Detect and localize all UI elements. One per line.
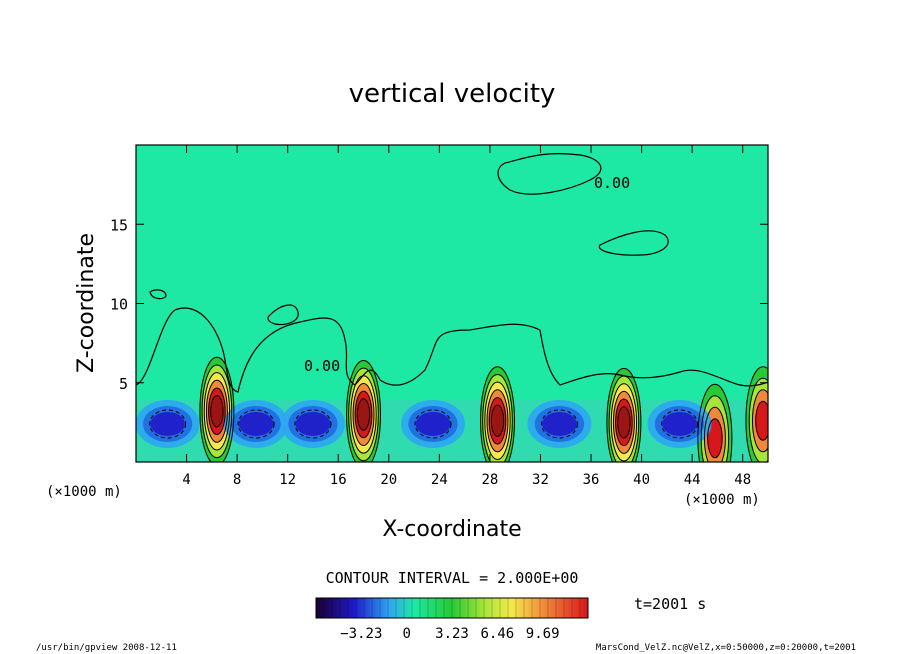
contour-lines: [136, 153, 768, 462]
y-tick-label: 5: [119, 375, 128, 393]
updraft-contour: [703, 406, 726, 462]
updraft-contour: [210, 395, 224, 428]
zero-contour-upper: [497, 153, 602, 195]
updraft-cell: [357, 398, 370, 431]
x-tick-label: 32: [532, 472, 549, 488]
colorbar-tick-label: 0: [402, 626, 410, 642]
y-tick-label: 10: [110, 296, 128, 314]
updraft-contour: [707, 418, 723, 459]
updraft-contour: [208, 387, 226, 436]
downdraft-cell: [662, 411, 697, 436]
x-axis-ticks: 4 8 12 16 20 24 28 32 36 40 44 48: [182, 145, 751, 488]
updraft-contour: [486, 389, 509, 453]
updraft-contour: [617, 406, 631, 439]
time-label: t=2001 s: [634, 595, 706, 613]
updraft-contour: [745, 366, 768, 462]
x-axis-label: X-coordinate: [382, 517, 521, 542]
updraft-contour: [356, 398, 371, 431]
updraft-contour: [354, 390, 373, 439]
footer-right: MarsCond_VelZ.nc@VelZ,x=0:50000,z=0:2000…: [596, 643, 856, 653]
colorbar-tick-label: −3.23: [340, 626, 382, 642]
downdraft-cell: [295, 411, 331, 436]
updraft-contour: [346, 359, 382, 462]
y-axis-ticks: 5 10 15: [110, 216, 768, 393]
x-tick-label: 44: [684, 472, 701, 488]
downdraft-cell: [415, 411, 451, 436]
updraft-contour: [205, 379, 228, 443]
updraft-cell: [491, 405, 504, 437]
updraft-contour: [755, 400, 768, 441]
updraft-contour: [606, 367, 642, 462]
updraft-cell: [755, 401, 768, 441]
zero-contour-patch: [267, 304, 299, 326]
x-tick-label: 40: [633, 472, 650, 488]
contour-label-lower: 0.00: [304, 357, 340, 375]
updraft-cell: [707, 418, 723, 458]
colorbar-ticks: −3.23 0 3.23 6.46 9.69: [340, 626, 559, 642]
updraft-contour: [700, 395, 730, 462]
updraft-contour: [480, 366, 515, 462]
colorbar-tick-label: 6.46: [480, 626, 514, 642]
updraft-contour: [203, 372, 231, 451]
updraft-contour: [615, 398, 633, 447]
updraft-contour: [490, 404, 505, 437]
x-tick-label: 4: [182, 472, 190, 488]
zero-contour-patch: [149, 289, 167, 300]
downdraft-cell: [238, 411, 274, 436]
zero-contour: [136, 307, 768, 393]
colorbar-tick-label: 3.23: [435, 626, 469, 642]
updraft-cell: [617, 406, 631, 439]
downdraft-contour: [540, 409, 578, 439]
updraft-contour: [484, 381, 511, 460]
x-unit-right: (×1000 m): [684, 492, 760, 508]
colorbar-segments: [323, 598, 581, 618]
x-unit-left: (×1000 m): [46, 484, 122, 500]
updraft-contour: [488, 396, 507, 445]
downdraft-contour: [237, 409, 275, 439]
x-tick-label: 36: [583, 472, 600, 488]
footer-left: /usr/bin/gpview 2008-12-11: [36, 643, 177, 653]
colorbar-frame: [315, 597, 589, 619]
downdraft-cell: [150, 411, 185, 436]
colorbar: −3.23 0 3.23 6.46 9.69: [315, 597, 589, 642]
y-axis-label: Z-coordinate: [74, 233, 99, 373]
updraft-contour: [348, 367, 379, 462]
downdraft-contour: [414, 409, 452, 439]
x-tick-label: 48: [734, 472, 751, 488]
x-tick-label: 28: [481, 472, 498, 488]
x-tick-label: 24: [431, 472, 448, 488]
zero-contour-patch: [598, 230, 669, 256]
downdraft-contour: [149, 409, 187, 439]
contour-interval-text: CONTOUR INTERVAL = 2.000E+00: [326, 569, 579, 587]
x-tick-label: 12: [279, 472, 296, 488]
y-tick-label: 15: [110, 216, 128, 234]
updraft-contour: [201, 364, 233, 459]
updraft-contour: [610, 383, 638, 462]
downdraft-contour: [661, 409, 699, 439]
updraft-contour: [751, 389, 768, 453]
chart-title: vertical velocity: [349, 79, 556, 109]
x-tick-label: 16: [330, 472, 347, 488]
plot-area: [136, 145, 768, 462]
updraft-contour: [352, 382, 375, 446]
updraft-contour: [482, 373, 513, 462]
updraft-contour: [697, 383, 733, 462]
x-tick-label: 8: [233, 472, 241, 488]
contour-label-upper: 0.00: [594, 174, 630, 192]
downdraft-cell: [542, 411, 577, 436]
updraft-cell: [210, 395, 224, 427]
updraft-contour: [748, 377, 768, 462]
updraft-contour: [612, 390, 635, 454]
colorbar-tick-label: 9.69: [526, 626, 560, 642]
updraft-contour: [199, 356, 235, 462]
downdraft-contour: [294, 409, 332, 439]
x-tick-label: 20: [380, 472, 397, 488]
